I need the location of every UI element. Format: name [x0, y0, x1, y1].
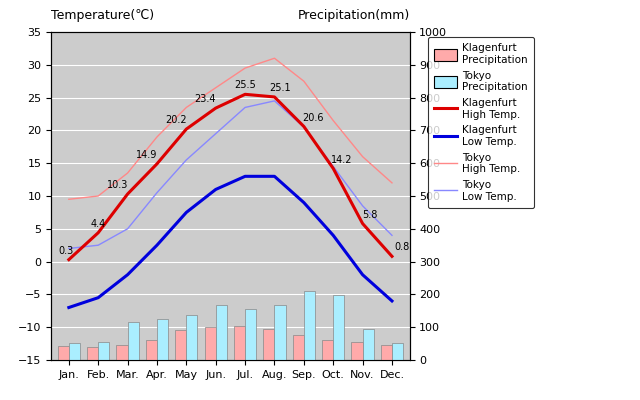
Text: 25.5: 25.5: [234, 80, 256, 90]
Bar: [245, 310, 256, 360]
Bar: [98, 342, 109, 360]
Bar: [363, 330, 374, 360]
Legend: Klagenfurt
Precipitation, Tokyo
Precipitation, Klagenfurt
High Temp., Klagenfurt: Klagenfurt Precipitation, Tokyo Precipit…: [428, 37, 534, 208]
Text: 14.9: 14.9: [136, 150, 157, 160]
Bar: [157, 319, 168, 360]
Text: 10.3: 10.3: [107, 180, 128, 190]
Text: 14.2: 14.2: [332, 154, 353, 164]
Bar: [322, 340, 333, 360]
Bar: [58, 346, 69, 360]
Bar: [351, 342, 363, 360]
Text: 4.4: 4.4: [91, 219, 106, 229]
Text: 20.6: 20.6: [302, 112, 323, 122]
Bar: [263, 329, 275, 360]
Bar: [186, 315, 198, 360]
Bar: [292, 335, 304, 360]
Bar: [146, 340, 157, 360]
Bar: [216, 305, 227, 360]
Bar: [175, 330, 186, 360]
Text: 25.1: 25.1: [269, 83, 291, 93]
Bar: [304, 291, 315, 360]
Text: Precipitation(mm): Precipitation(mm): [298, 9, 410, 22]
Text: 0.3: 0.3: [58, 246, 74, 256]
Bar: [205, 327, 216, 360]
Text: 5.8: 5.8: [362, 210, 378, 220]
Text: 20.2: 20.2: [165, 115, 187, 125]
Bar: [116, 344, 127, 360]
Text: Temperature(℃): Temperature(℃): [51, 9, 154, 22]
Bar: [127, 322, 139, 360]
Bar: [275, 305, 285, 360]
Bar: [87, 347, 98, 360]
Bar: [381, 345, 392, 360]
Text: 0.8: 0.8: [395, 242, 410, 252]
Text: 23.4: 23.4: [195, 94, 216, 104]
Bar: [333, 295, 344, 360]
Bar: [392, 343, 403, 360]
Bar: [234, 326, 245, 360]
Bar: [69, 343, 80, 360]
